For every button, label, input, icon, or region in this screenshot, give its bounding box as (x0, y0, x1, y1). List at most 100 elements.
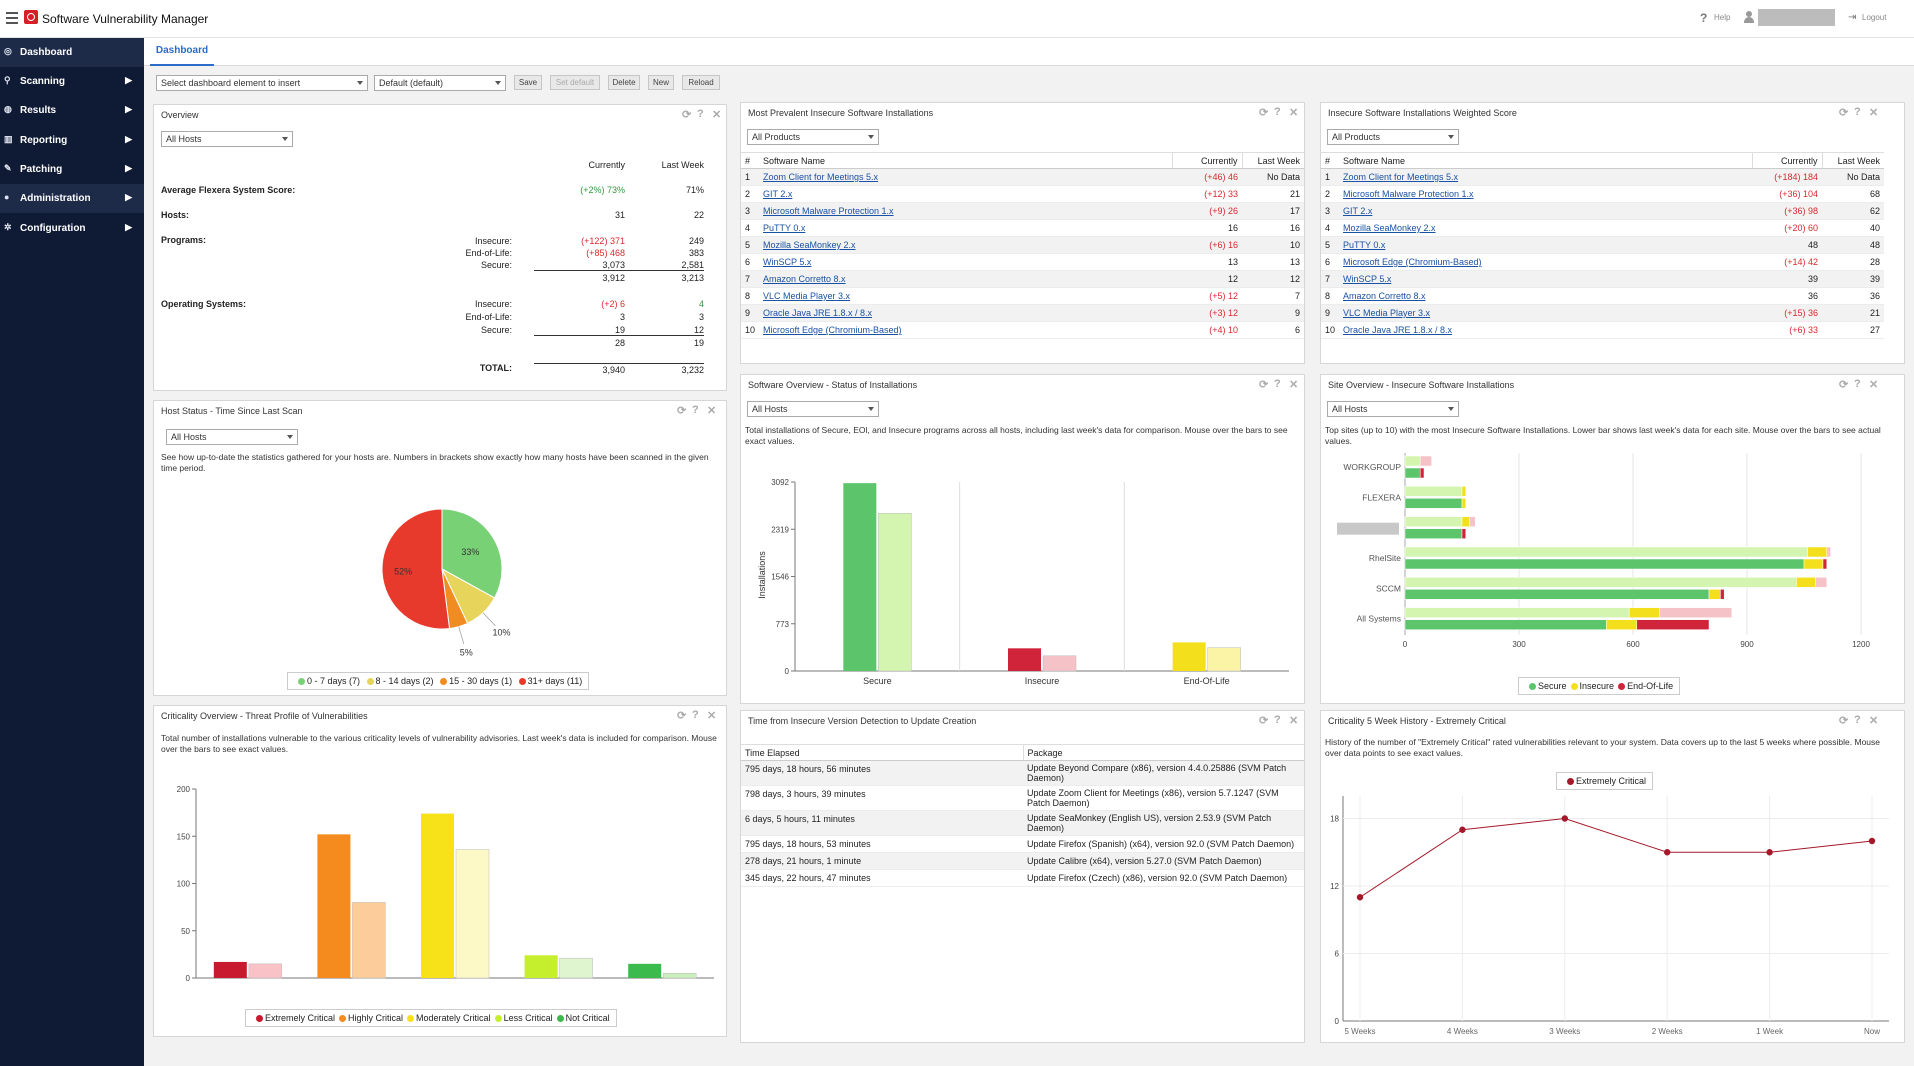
software-link[interactable]: Zoom Client for Meetings 5.x (763, 172, 879, 182)
help-icon[interactable]: ? (1274, 106, 1281, 118)
software-link[interactable]: GIT 2.x (763, 189, 793, 199)
new-button[interactable]: New (648, 75, 674, 90)
software-link[interactable]: Oracle Java JRE 1.8.x / 8.x (763, 308, 873, 318)
legend-label[interactable]: Not Critical (565, 1013, 610, 1023)
sidebar-item-reporting[interactable]: ▥ Reporting ▶ (0, 126, 144, 155)
hosts-filter-select[interactable]: All Hosts (1327, 401, 1459, 417)
table-row[interactable]: 4 PuTTY 0.x 16 16 (741, 219, 1304, 237)
column-header[interactable]: Last Week (1241, 152, 1304, 169)
software-link[interactable]: Mozilla SeaMonkey 2.x (763, 240, 856, 250)
hosts-filter-select[interactable]: All Hosts (747, 401, 879, 417)
help-icon[interactable]: ? (697, 108, 704, 120)
save-button[interactable]: Save (514, 75, 542, 90)
column-header[interactable]: Software Name (1339, 152, 1752, 169)
hosts-filter-select[interactable]: All Hosts (166, 429, 298, 445)
software-link[interactable]: Microsoft Malware Protection 1.x (763, 206, 894, 216)
refresh-icon[interactable]: ⟳ (1839, 715, 1849, 727)
column-header[interactable]: Software Name (759, 152, 1172, 169)
refresh-icon[interactable]: ⟳ (1839, 107, 1849, 119)
table-row[interactable]: 7 Amazon Corretto 8.x 12 12 (741, 270, 1304, 288)
sidebar-item-patching[interactable]: ✎ Patching ▶ (0, 155, 144, 184)
table-row[interactable]: 1 Zoom Client for Meetings 5.x (+46) 46 No … (741, 168, 1304, 186)
software-link[interactable]: WinSCP 5.x (1343, 274, 1392, 284)
help-icon[interactable]: ? (1700, 11, 1708, 25)
table-row[interactable]: 1 Zoom Client for Meetings 5.x (+184) 184 N… (1321, 168, 1884, 186)
help-icon[interactable]: ? (1274, 714, 1281, 726)
close-icon[interactable]: ✕ (1289, 379, 1299, 391)
legend-label[interactable]: Extremely Critical (265, 1013, 336, 1023)
help-icon[interactable]: ? (1854, 378, 1861, 390)
column-header[interactable]: # (741, 152, 760, 169)
software-link[interactable]: WinSCP 5.x (763, 257, 812, 267)
refresh-icon[interactable]: ⟳ (1259, 107, 1269, 119)
insert-element-select[interactable]: Select dashboard element to insert (156, 75, 368, 91)
close-icon[interactable]: ✕ (1869, 379, 1879, 391)
refresh-icon[interactable]: ⟳ (1259, 379, 1269, 391)
close-icon[interactable]: ✕ (712, 109, 722, 121)
legend-label[interactable]: Moderately Critical (416, 1013, 491, 1023)
close-icon[interactable]: ✕ (707, 405, 717, 417)
table-row[interactable]: 9 VLC Media Player 3.x (+15) 36 21 (1321, 304, 1884, 322)
help-link[interactable]: Help (1714, 13, 1731, 22)
table-row[interactable]: 6 WinSCP 5.x 13 13 (741, 253, 1304, 271)
software-link[interactable]: Oracle Java JRE 1.8.x / 8.x (1343, 325, 1453, 335)
legend-label[interactable]: End-Of-Life (1627, 681, 1674, 691)
column-header[interactable]: # (1321, 152, 1340, 169)
table-row[interactable]: 3 Microsoft Malware Protection 1.x (+9) 26… (741, 202, 1304, 220)
software-link[interactable]: GIT 2.x (1343, 206, 1373, 216)
logout-link[interactable]: Logout (1862, 13, 1887, 22)
profile-select[interactable]: Default (default) (374, 75, 506, 91)
sidebar-item-results[interactable]: ◍ Results ▶ (0, 96, 144, 125)
username-redacted[interactable] (1758, 9, 1835, 26)
close-icon[interactable]: ✕ (707, 710, 717, 722)
column-header[interactable]: Last Week (1821, 152, 1884, 169)
legend-label[interactable]: Highly Critical (348, 1013, 404, 1023)
software-link[interactable]: PuTTY 0.x (763, 223, 806, 233)
legend-label[interactable]: 0 - 7 days (7) (307, 676, 363, 686)
legend-label[interactable]: 15 - 30 days (1) (449, 676, 515, 686)
table-row[interactable]: 2 GIT 2.x (+12) 33 21 (741, 185, 1304, 203)
products-filter-select[interactable]: All Products (1327, 129, 1459, 145)
close-icon[interactable]: ✕ (1869, 715, 1879, 727)
software-link[interactable]: VLC Media Player 3.x (1343, 308, 1431, 318)
legend-label[interactable]: 8 - 14 days (2) (375, 676, 437, 686)
help-icon[interactable]: ? (692, 709, 699, 721)
sidebar-item-configuration[interactable]: ✲ Configuration ▶ (0, 214, 144, 243)
help-icon[interactable]: ? (1854, 106, 1861, 118)
software-link[interactable]: Amazon Corretto 8.x (1343, 291, 1426, 301)
delete-button[interactable]: Delete (608, 75, 640, 90)
column-header[interactable]: Package (1022, 744, 1304, 761)
reload-button[interactable]: Reload (682, 75, 720, 90)
refresh-icon[interactable]: ⟳ (677, 405, 687, 417)
tab-dashboard[interactable]: Dashboard (150, 38, 214, 66)
refresh-icon[interactable]: ⟳ (1259, 715, 1269, 727)
refresh-icon[interactable]: ⟳ (677, 710, 687, 722)
table-row[interactable]: 9 Oracle Java JRE 1.8.x / 8.x (+3) 12 9 (741, 304, 1304, 322)
refresh-icon[interactable]: ⟳ (1839, 379, 1849, 391)
legend-label[interactable]: Extremely Critical (1576, 776, 1647, 786)
table-row[interactable]: 8 Amazon Corretto 8.x 36 36 (1321, 287, 1884, 305)
help-icon[interactable]: ? (692, 404, 699, 416)
legend-label[interactable]: Less Critical (503, 1013, 553, 1023)
table-row[interactable]: 6 Microsoft Edge (Chromium-Based) (+14) 42… (1321, 253, 1884, 271)
menu-icon[interactable] (6, 12, 18, 27)
hosts-filter-select[interactable]: All Hosts (161, 131, 293, 147)
table-row[interactable]: 10 Oracle Java JRE 1.8.x / 8.x (+6) 33 27 (1321, 321, 1884, 339)
help-icon[interactable]: ? (1854, 714, 1861, 726)
set-default-button[interactable]: Set default (550, 75, 600, 90)
software-link[interactable]: Zoom Client for Meetings 5.x (1343, 172, 1459, 182)
legend-label[interactable]: Secure (1538, 681, 1567, 691)
table-row[interactable]: 8 VLC Media Player 3.x (+5) 12 7 (741, 287, 1304, 305)
column-header[interactable]: Currently (1171, 152, 1242, 169)
software-link[interactable]: VLC Media Player 3.x (763, 291, 851, 301)
refresh-icon[interactable]: ⟳ (682, 109, 692, 121)
help-icon[interactable]: ? (1274, 378, 1281, 390)
close-icon[interactable]: ✕ (1289, 107, 1299, 119)
table-row[interactable]: 7 WinSCP 5.x 39 39 (1321, 270, 1884, 288)
logout-icon[interactable]: ⇥ (1848, 12, 1857, 23)
close-icon[interactable]: ✕ (1289, 715, 1299, 727)
software-link[interactable]: Microsoft Edge (Chromium-Based) (763, 325, 902, 335)
table-row[interactable]: 3 GIT 2.x (+36) 98 62 (1321, 202, 1884, 220)
sidebar-item-administration[interactable]: ● Administration ▶ (0, 184, 144, 213)
software-link[interactable]: Mozilla SeaMonkey 2.x (1343, 223, 1436, 233)
